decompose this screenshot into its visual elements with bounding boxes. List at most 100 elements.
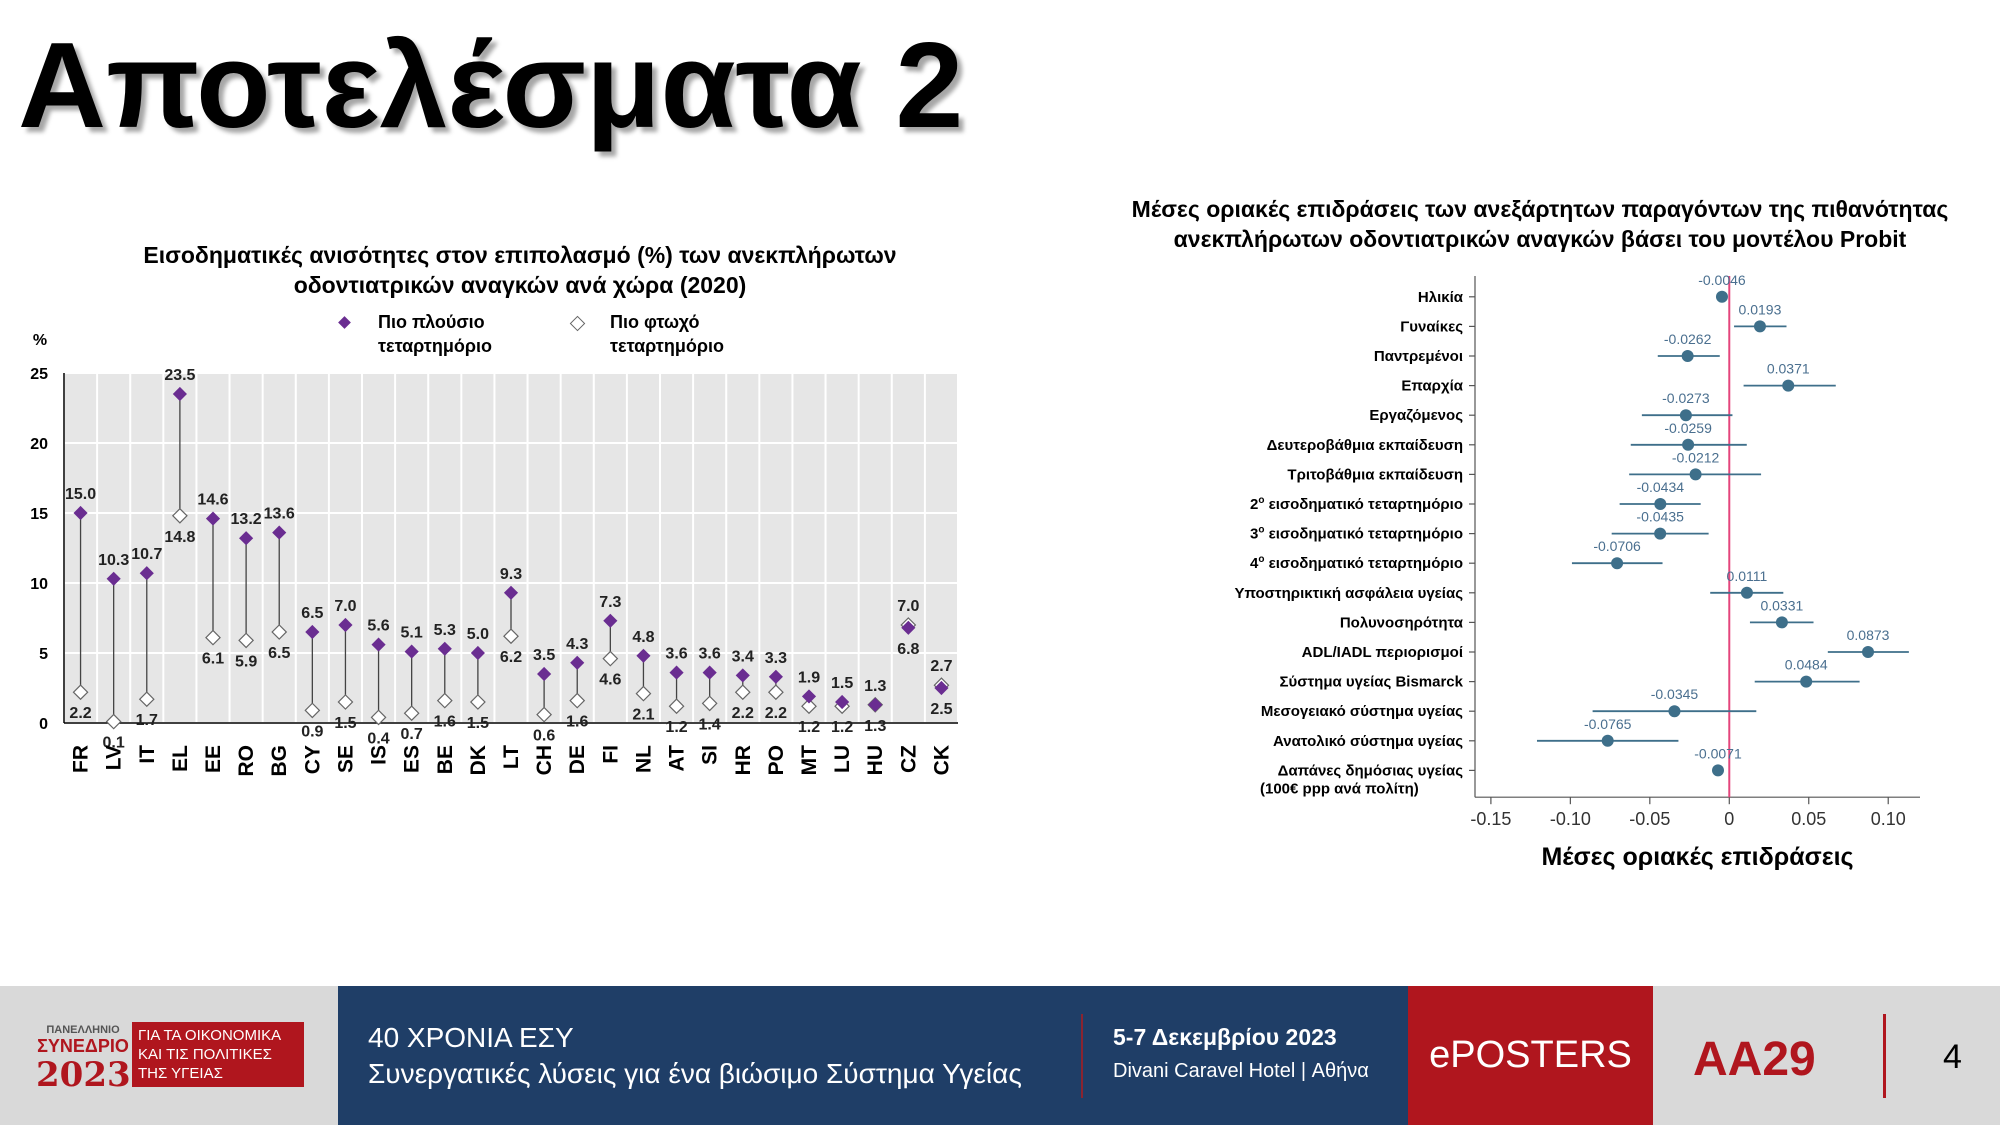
estimate-value-label: -0.0273 (1662, 390, 1710, 406)
row-label: Παντρεμένοι (1374, 348, 1463, 365)
poor-value-label: 1.2 (798, 719, 820, 736)
country-label: PO (765, 745, 788, 775)
poor-value-label: 6.2 (500, 649, 522, 666)
estimate-point (1740, 586, 1753, 599)
estimate-value-label: -0.0259 (1664, 420, 1712, 436)
estimate-value-label: -0.0435 (1636, 509, 1684, 525)
rich-quartile-point (934, 680, 949, 696)
row-label: Υποστηρικτική ασφάλεια υγείας (1234, 585, 1463, 602)
poor-value-label: 1.2 (665, 719, 687, 736)
country-label: BE (434, 745, 457, 774)
estimate-point (1782, 379, 1795, 392)
rich-quartile-point (470, 645, 485, 661)
footer-divider (1081, 1014, 1083, 1098)
legend-rich-label: Πιο πλούσιο τεταρτημόριο (378, 312, 492, 356)
rich-value-label: 4.8 (632, 629, 654, 646)
logo-tagline: ΓΙΑ ΤΑ ΟΙΚΟΝΟΜΙΚΑ ΚΑΙ ΤΙΣ ΠΟΛΙΤΙΚΕΣ ΤΗΣ … (132, 1022, 304, 1087)
poor-value-label: 2.2 (69, 705, 91, 722)
poor-quartile-point (205, 629, 221, 646)
estimate-value-label: -0.0046 (1698, 272, 1746, 288)
estimate-value-label: 0.0873 (1847, 627, 1890, 643)
logo-congress-text: ΣΥΝΕΔΡΙΟ (37, 1036, 129, 1056)
logo-small-text: ΠΑΝΕΛΛΗΝΙΟ (46, 1024, 120, 1036)
rich-value-label: 5.1 (401, 625, 423, 642)
rich-quartile-point (106, 571, 121, 586)
poor-quartile-point (403, 705, 420, 722)
row-label: Εργαζόμενος (1369, 407, 1463, 424)
estimate-value-label: -0.0434 (1637, 479, 1685, 495)
footer-headline: 40 ΧΡΟΝΙΑ ΕΣΥ (368, 1022, 574, 1053)
poor-value-label: 0.7 (401, 726, 423, 743)
estimate-value-label: -0.0706 (1593, 538, 1641, 554)
row-label: 4ο εισοδηματικό τεταρτημόριο (1250, 554, 1463, 572)
rich-quartile-point (73, 505, 88, 521)
country-label: LU (831, 745, 854, 773)
estimate-value-label: -0.0212 (1672, 449, 1720, 465)
conference-logo: ΠΑΝΕΛΛΗΝΙΟ ΣΥΝΕΔΡΙΟ 2023 ΓΙΑ ΤΑ ΟΙΚΟΝΟΜΙ… (0, 986, 338, 1125)
x-axis-title: Μέσες οριακές επιδράσεις (1541, 843, 1853, 871)
rich-quartile-point (338, 617, 353, 633)
poor-quartile-point (337, 694, 354, 710)
estimate-value-label: 0.0331 (1760, 597, 1803, 613)
estimate-point (1775, 616, 1788, 629)
poor-value-label: 2.7 (930, 658, 952, 675)
country-label: FI (599, 745, 622, 764)
rich-value-label: 3.6 (699, 646, 721, 663)
x-tick-label: -0.15 (1470, 809, 1511, 829)
poor-value-label: 1.7 (136, 712, 158, 729)
poor-quartile-point (238, 632, 255, 649)
rich-value-label: 5.3 (434, 622, 456, 639)
eposters-band: ePOSTERS (1408, 986, 1653, 1125)
estimate-point (1654, 527, 1667, 540)
country-label: DK (467, 745, 490, 775)
rich-value-label: 3.5 (533, 647, 555, 664)
poor-value-label: 0.6 (533, 728, 555, 745)
left-chart: 0 5 10 15 20 25% 15.0 2.2 FR 10.3 0.1LV 10.7 1.7 IT 23… (30, 332, 959, 777)
rich-value-label: 9.3 (500, 566, 522, 583)
row-label: Δαπάνες δημόσιας υγείας (1278, 762, 1464, 779)
logo-year: 2023 (36, 1055, 131, 1095)
poor-quartile-point (668, 698, 685, 715)
y-axis-unit: % (33, 332, 47, 349)
estimate-point (1715, 290, 1728, 303)
country-label: CH (533, 745, 556, 775)
estimate-point (1668, 705, 1681, 718)
rich-value-label: 15.0 (65, 486, 96, 503)
rich-quartile-point (835, 694, 850, 710)
poor-quartile-point (105, 713, 122, 730)
rich-value-label: 2.5 (930, 701, 952, 718)
rich-quartile-point (139, 566, 154, 581)
row-label: Ηλικία (1418, 289, 1464, 306)
row-label: Ανατολικό σύστημα υγείας (1273, 733, 1463, 750)
y-tick-label: 25 (30, 366, 48, 383)
row-label: ADL/IADL περιορισμοί (1302, 644, 1463, 661)
country-label: HU (864, 745, 887, 775)
rich-quartile-point (669, 665, 684, 680)
estimate-value-label: 0.0193 (1739, 301, 1782, 317)
estimate-point (1681, 350, 1694, 362)
poor-value-label: 1.6 (566, 714, 588, 731)
rich-value-label: 3.6 (665, 646, 687, 663)
row-label: 3ο εισοδηματικό τεταρτημόριο (1250, 525, 1463, 543)
legend-poor-label: Πιο φτωχό τεταρτημόριο (610, 312, 724, 356)
country-label: CZ (897, 745, 920, 773)
row-label: 2ο εισοδηματικό τεταρτημόριο (1250, 495, 1463, 513)
page-number: 4 (1943, 1038, 1962, 1076)
poor-quartile-point (635, 685, 652, 702)
estimate-point (1689, 468, 1702, 481)
estimate-value-label: -0.0262 (1664, 331, 1712, 347)
rich-quartile-point (172, 386, 187, 402)
poor-quartile-point (701, 695, 718, 712)
poor-quartile-point (734, 684, 751, 701)
poor-value-label: 0.9 (301, 723, 323, 740)
country-label: HR (732, 745, 755, 775)
country-label: BG (268, 745, 291, 777)
poor-value-label: 2.1 (632, 707, 654, 724)
plot-background (64, 373, 958, 723)
country-label: LT (500, 745, 523, 769)
estimate-point (1682, 438, 1695, 451)
right-chart-title: Μέσες οριακές επιδράσεις των ανεξάρτητων… (1131, 196, 1949, 252)
poor-quartile-point (271, 624, 288, 640)
footer-info-band: 40 ΧΡΟΝΙΑ ΕΣΥ Συνεργατικές λύσεις για έν… (338, 986, 1408, 1125)
footer-subline: Συνεργατικές λύσεις για ένα βιώσιμο Σύστ… (368, 1058, 1022, 1089)
